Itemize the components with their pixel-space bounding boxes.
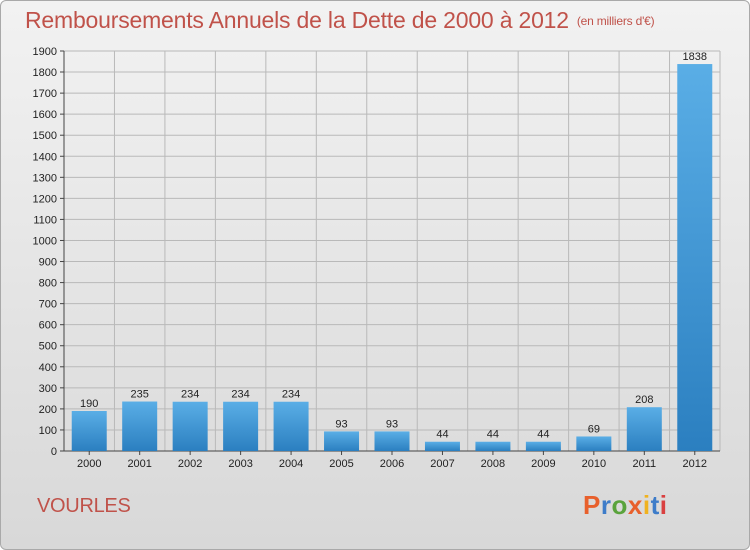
chart-unit: (en milliers d'€) <box>576 14 655 28</box>
logo-letter: i <box>642 490 651 520</box>
x-tick-label: 2000 <box>77 458 101 470</box>
bar-2007[interactable] <box>424 441 460 451</box>
x-tick-label: 2002 <box>178 458 202 470</box>
data-label: 69 <box>588 423 600 435</box>
y-tick-label: 700 <box>39 299 57 311</box>
data-label: 190 <box>80 398 98 410</box>
data-label: 208 <box>635 394 653 406</box>
x-tick-label: 2008 <box>481 458 505 470</box>
x-tick-label: 2006 <box>380 458 404 470</box>
y-tick-label: 200 <box>39 404 57 416</box>
chart-title: Remboursements Annuels de la Dette de 20… <box>25 7 655 34</box>
x-tick-label: 2009 <box>531 458 555 470</box>
data-label: 93 <box>386 418 398 430</box>
y-tick-label: 1100 <box>33 214 57 226</box>
data-label: 44 <box>487 429 499 441</box>
x-tick-label: 2005 <box>329 458 353 470</box>
logo-letter: i <box>659 490 668 520</box>
y-tick-label: 500 <box>39 341 57 353</box>
grid-layer <box>63 50 721 452</box>
bar-2008[interactable] <box>475 441 511 451</box>
commune-name: VOURLES <box>37 495 131 517</box>
chart-title-text: Remboursements Annuels de la Dette de 20… <box>25 7 569 33</box>
data-label: 235 <box>131 389 149 401</box>
bar-2011[interactable] <box>626 407 662 451</box>
y-tick-label: 0 <box>51 446 57 458</box>
y-tick-label: 900 <box>39 257 57 269</box>
logo-letter: P <box>583 490 601 520</box>
y-tick-label: 1600 <box>33 109 57 121</box>
data-label: 44 <box>537 429 549 441</box>
x-tick-label: 2004 <box>279 458 303 470</box>
x-tick-label: 2001 <box>127 458 151 470</box>
logo-letter: o <box>611 490 628 520</box>
bar-2012[interactable] <box>677 64 713 452</box>
data-label: 234 <box>231 389 249 401</box>
logo-letter: t <box>650 490 660 520</box>
x-tick-label: 2003 <box>228 458 252 470</box>
y-tick-label: 1000 <box>33 235 57 247</box>
logo-letter: x <box>627 490 643 520</box>
bar-2003[interactable] <box>223 401 259 451</box>
y-tick-label: 300 <box>39 383 57 395</box>
x-tick-label: 2011 <box>632 458 656 470</box>
data-label: 234 <box>181 389 199 401</box>
proxiti-logo[interactable]: Proxiti <box>583 490 667 521</box>
y-tick-label: 100 <box>39 425 57 437</box>
y-tick-label: 800 <box>39 278 57 290</box>
y-tick-label: 1900 <box>33 46 57 58</box>
bar-2000[interactable] <box>71 411 107 451</box>
x-tick-label: 2012 <box>683 458 707 470</box>
data-label: 234 <box>282 389 300 401</box>
data-label: 1838 <box>683 51 707 63</box>
x-tick-label: 2010 <box>582 458 606 470</box>
y-tick-label: 1700 <box>33 88 57 100</box>
bar-2010[interactable] <box>576 436 612 451</box>
y-tick-label: 1800 <box>33 67 57 79</box>
y-tick-label: 1300 <box>33 172 57 184</box>
bar-2009[interactable] <box>525 441 561 451</box>
y-tick-label: 600 <box>39 320 57 332</box>
y-tick-label: 1400 <box>33 151 57 163</box>
y-tick-label: 1200 <box>33 193 57 205</box>
y-tick-label: 1500 <box>33 130 57 142</box>
x-tick-label: 2007 <box>430 458 454 470</box>
bar-2006[interactable] <box>374 431 410 451</box>
bar-2004[interactable] <box>273 401 309 451</box>
bar-2001[interactable] <box>122 401 158 451</box>
logo-letter: r <box>600 490 612 520</box>
data-label: 44 <box>436 429 448 441</box>
y-tick-label: 400 <box>39 362 57 374</box>
data-label: 93 <box>335 418 347 430</box>
bar-layer <box>71 64 713 452</box>
bar-2005[interactable] <box>324 431 360 451</box>
label-layer: 190 235 234 234 234 93 93 44 44 44 69 208 1838 <box>80 51 707 441</box>
bar-2002[interactable] <box>172 401 208 451</box>
